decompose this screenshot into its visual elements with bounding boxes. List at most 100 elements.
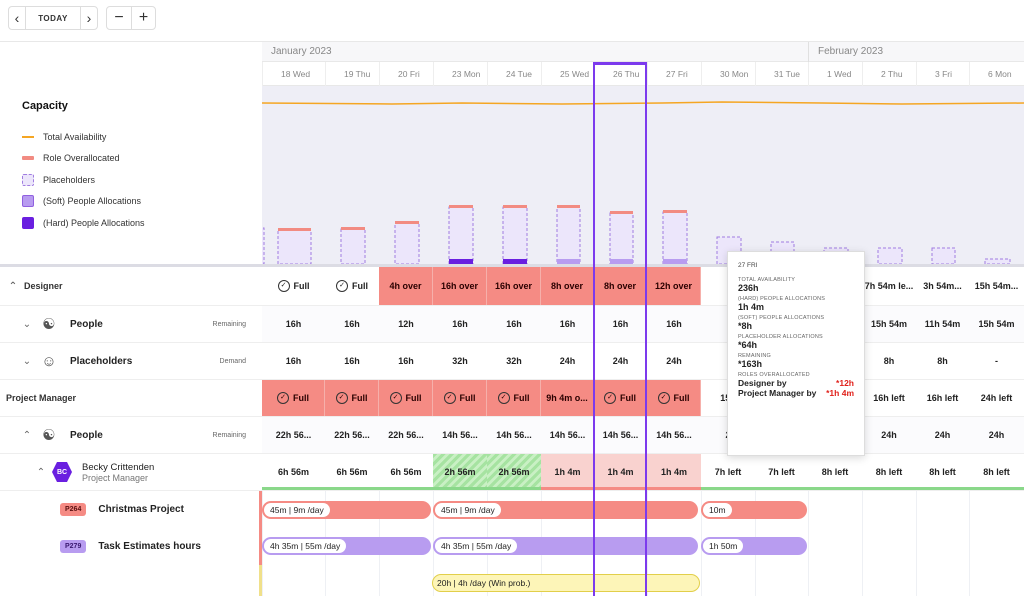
capacity-bar[interactable] — [277, 228, 312, 265]
pm-people-cell[interactable]: 14h 56... — [487, 417, 541, 453]
today-button[interactable]: TODAY — [25, 7, 81, 29]
capacity-bar[interactable] — [609, 211, 634, 265]
designer-placeholders-cell[interactable]: 32h — [452, 356, 468, 366]
person-cell[interactable]: 1h 4m — [594, 454, 647, 490]
pm-cell[interactable]: Full — [379, 380, 433, 416]
person-cell[interactable]: 8h left — [916, 454, 969, 490]
placeholder-bar[interactable]: 20h | 4h /day (Win prob.) — [432, 574, 700, 592]
pm-row-label[interactable]: ⌄ Project Manager — [0, 380, 262, 416]
pm-people-cell[interactable]: 14h 56... — [433, 417, 487, 453]
allocation-bar[interactable]: 10m — [701, 501, 807, 519]
capacity-bar[interactable] — [931, 247, 956, 265]
capacity-bar[interactable] — [340, 227, 366, 265]
designer-people-cell[interactable]: 16h — [541, 306, 594, 342]
zoom-out-button[interactable]: − — [114, 9, 124, 26]
designer-placeholders-cell[interactable]: 16h — [285, 356, 302, 366]
pm-people-cell[interactable]: 24h — [916, 417, 969, 453]
designer-people-label[interactable]: ⌄ ☯ People Remaining — [0, 306, 262, 342]
task-label[interactable]: P264 Christmas Project — [0, 491, 262, 528]
capacity-bar[interactable] — [448, 205, 474, 265]
designer-placeholders-cell[interactable]: 24h — [666, 356, 682, 366]
capacity-bar[interactable] — [556, 205, 581, 265]
designer-cell[interactable]: 3h 54m... — [923, 281, 962, 291]
pm-cell[interactable]: Full — [433, 380, 487, 416]
zoom-in-button[interactable]: + — [131, 7, 155, 29]
designer-cell[interactable]: 12h over — [647, 267, 701, 305]
pm-people-cell[interactable]: 22h 56... — [379, 417, 433, 453]
person-cell[interactable]: 2h 56m — [433, 454, 487, 490]
designer-cell[interactable]: 16h over — [433, 267, 487, 305]
pm-people-cell[interactable]: 24h — [862, 417, 916, 453]
pm-cell[interactable]: 9h 4m o... — [541, 380, 594, 416]
chevron-up-icon[interactable]: ⌃ — [36, 466, 46, 478]
person-cell[interactable]: 8h left — [808, 454, 862, 490]
pm-cell[interactable]: Full — [487, 380, 541, 416]
allocation-bar[interactable]: 4h 35m | 55m /day — [262, 537, 431, 555]
person-cell[interactable]: 7h left — [755, 454, 808, 490]
allocation-bar[interactable]: 45m | 9m /day — [262, 501, 431, 519]
designer-people-cell[interactable]: 11h 54m — [916, 306, 969, 342]
chevron-down-icon[interactable]: ⌄ — [22, 318, 32, 330]
next-button[interactable]: › — [81, 7, 97, 29]
designer-cell[interactable]: 16h over — [487, 267, 541, 305]
designer-placeholders-cell[interactable]: 8h — [937, 356, 948, 366]
designer-cell[interactable]: 7h 54m le... — [864, 281, 914, 291]
capacity-bar[interactable] — [502, 205, 528, 265]
allocation-bar[interactable]: 45m | 9m /day — [433, 501, 698, 519]
capacity-bar[interactable] — [662, 210, 688, 265]
person-cell[interactable]: 6h 56m — [379, 454, 433, 490]
pm-cell[interactable]: Full — [647, 380, 701, 416]
pm-people-cell[interactable]: 14h 56... — [594, 417, 647, 453]
designer-people-cell[interactable]: 15h 54m — [969, 306, 1024, 342]
allocation-bar[interactable]: 1h 50m — [701, 537, 807, 555]
designer-cell[interactable]: 8h over — [541, 267, 594, 305]
person-cell[interactable]: 1h 4m — [647, 454, 701, 490]
pm-cell[interactable]: 24h left — [980, 393, 1013, 403]
designer-people-cell[interactable]: 16h — [325, 306, 379, 342]
pm-cell[interactable]: Full — [325, 380, 379, 416]
pm-people-cell[interactable]: 22h 56... — [325, 417, 379, 453]
person-cell[interactable]: 1h 4m — [541, 454, 594, 490]
designer-placeholders-cell[interactable]: 24h — [559, 356, 576, 366]
designer-people-cell[interactable]: 15h 54m — [862, 306, 916, 342]
prev-button[interactable]: ‹ — [9, 7, 25, 29]
capacity-bar[interactable] — [394, 221, 420, 265]
designer-cell[interactable]: Full — [325, 267, 379, 305]
allocation-bar[interactable]: 4h 35m | 55m /day — [433, 537, 698, 555]
designer-placeholders-cell[interactable]: 24h — [612, 356, 629, 366]
chevron-up-icon[interactable]: ⌃ — [22, 429, 32, 441]
designer-people-cell[interactable]: 16h — [487, 306, 541, 342]
person-cell[interactable]: 6h 56m — [325, 454, 379, 490]
chevron-down-icon[interactable]: ⌄ — [22, 355, 32, 367]
pm-cell[interactable]: 16h left — [873, 393, 905, 403]
designer-cell[interactable]: 15h 54m... — [974, 281, 1019, 291]
pm-people-cell[interactable]: 22h 56... — [262, 417, 325, 453]
designer-placeholders-label[interactable]: ⌄ ☺ Placeholders Demand — [0, 343, 262, 379]
designer-cell[interactable]: Full — [262, 267, 325, 305]
pm-people-label[interactable]: ⌃ ☯ People Remaining — [0, 417, 262, 453]
person-cell[interactable]: 8h left — [862, 454, 916, 490]
designer-people-cell[interactable]: 16h — [594, 306, 647, 342]
designer-people-cell[interactable]: 16h — [647, 306, 701, 342]
person-cell[interactable]: 2h 56m — [487, 454, 541, 490]
pm-cell[interactable]: Full — [594, 380, 647, 416]
designer-people-cell[interactable]: 12h — [379, 306, 433, 342]
designer-placeholders-cell[interactable]: 16h — [398, 356, 414, 366]
chevron-up-icon[interactable]: ⌃ — [8, 280, 18, 292]
pm-cell[interactable]: Full — [262, 380, 325, 416]
designer-placeholders-cell[interactable]: 8h — [883, 356, 895, 366]
designer-placeholders-cell[interactable]: 16h — [344, 356, 360, 366]
pm-people-cell[interactable]: 14h 56... — [541, 417, 594, 453]
person-cell[interactable]: 6h 56m — [262, 454, 325, 490]
task-label[interactable]: P279 Task Estimates hours — [0, 528, 262, 565]
person-cell[interactable]: 8h left — [969, 454, 1024, 490]
pm-people-cell[interactable]: 24h — [969, 417, 1024, 453]
designer-placeholders-cell[interactable]: 32h — [506, 356, 522, 366]
capacity-bar[interactable] — [877, 247, 903, 265]
designer-cell[interactable]: 8h over — [594, 267, 647, 305]
person-cell[interactable]: 7h left — [701, 454, 755, 490]
designer-people-cell[interactable]: 16h — [262, 306, 325, 342]
pm-people-cell[interactable]: 14h 56... — [647, 417, 701, 453]
person-label[interactable]: ⌃ BC Becky Crittenden Project Manager — [0, 454, 262, 490]
designer-placeholders-cell[interactable]: - — [995, 356, 998, 366]
